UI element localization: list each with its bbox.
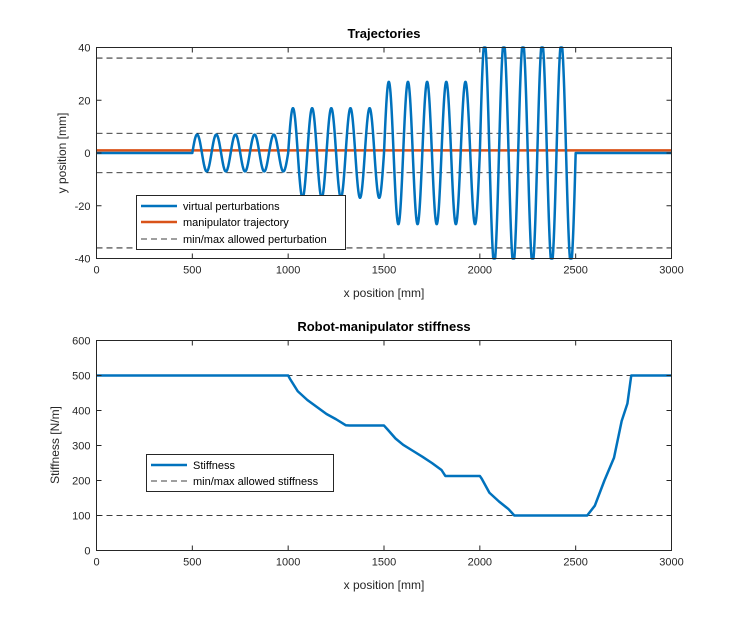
stiffness-ticks: 0 500 1000 1500 2000 2500 3000 0 100 200 300 400 500… xyxy=(72,336,684,569)
stiffness-x-tick-label: 500 xyxy=(183,557,201,569)
stiffness-y-tick-label: 0 xyxy=(84,546,90,558)
trajectories-y-tick-label: 40 xyxy=(78,43,90,55)
stiffness-x-tick-label: 0 xyxy=(93,557,99,569)
trajectories-x-tick-label: 500 xyxy=(183,265,201,277)
stiffness-x-label: x position [mm] xyxy=(344,578,425,592)
trajectories-x-tick-label: 0 xyxy=(93,265,99,277)
stiffness-y-tick-label: 600 xyxy=(72,336,90,348)
trajectories-y-tick-label: 0 xyxy=(84,148,90,160)
trajectories-x-tick-label: 1000 xyxy=(276,265,300,277)
trajectories-x-tick-label: 2000 xyxy=(468,265,492,277)
trajectories-y-tick-label: -20 xyxy=(75,201,91,213)
stiffness-y-tick-label: 400 xyxy=(72,406,90,418)
trajectories-x-label: x position [mm] xyxy=(344,286,425,300)
stiffness-y-tick-label: 500 xyxy=(72,371,90,383)
legend-label-stiffness: Stiffness xyxy=(193,460,235,472)
trajectories-y-label: y position [mm] xyxy=(55,113,69,194)
legend-label-virtual-perturbations: virtual perturbations xyxy=(183,201,280,213)
trajectories-ticks: 0 500 1000 1500 2000 2500 3000 -40 -20 0 20 40 xyxy=(75,43,684,277)
stiffness-legend: Stiffness min/max allowed stiffness xyxy=(146,454,334,492)
trajectories-chart: 0 500 1000 1500 2000 2500 3000 -40 -20 0 20 40 Traj… xyxy=(55,26,684,300)
stiffness-x-tick-label: 2000 xyxy=(468,557,492,569)
stiffness-chart: 0 500 1000 1500 2000 2500 3000 0 100 200 300 400 500… xyxy=(48,319,684,592)
stiffness-line xyxy=(96,374,672,517)
trajectories-x-tick-label: 1500 xyxy=(372,265,396,277)
stiffness-y-tick-label: 200 xyxy=(72,476,90,488)
legend-label-manipulator-trajectory: manipulator trajectory xyxy=(183,217,289,229)
stiffness-x-tick-label: 2500 xyxy=(563,557,587,569)
stiffness-legend-box xyxy=(146,454,334,492)
trajectories-y-tick-label: -40 xyxy=(75,254,91,266)
trajectories-title: Trajectories xyxy=(348,26,421,41)
legend-label-min-max-perturbation: min/max allowed perturbation xyxy=(183,234,327,246)
stiffness-y-tick-label: 300 xyxy=(72,441,90,453)
stiffness-y-tick-label: 100 xyxy=(72,511,90,523)
stiffness-title: Robot-manipulator stiffness xyxy=(297,319,470,334)
trajectories-y-tick-label: 20 xyxy=(78,95,90,107)
stiffness-plot-area xyxy=(96,340,672,551)
virtual-perturbations-line xyxy=(95,46,673,260)
trajectories-x-tick-label: 2500 xyxy=(563,265,587,277)
trajectories-x-tick-label: 3000 xyxy=(659,265,683,277)
stiffness-x-tick-label: 3000 xyxy=(659,557,683,569)
stiffness-x-tick-label: 1500 xyxy=(372,557,396,569)
stiffness-x-tick-label: 1000 xyxy=(276,557,300,569)
stiffness-y-label: Stiffness [N/m] xyxy=(48,406,62,484)
trajectories-legend: virtual perturbations manipulator trajec… xyxy=(136,195,346,250)
legend-label-min-max-stiffness: min/max allowed stiffness xyxy=(193,476,319,488)
